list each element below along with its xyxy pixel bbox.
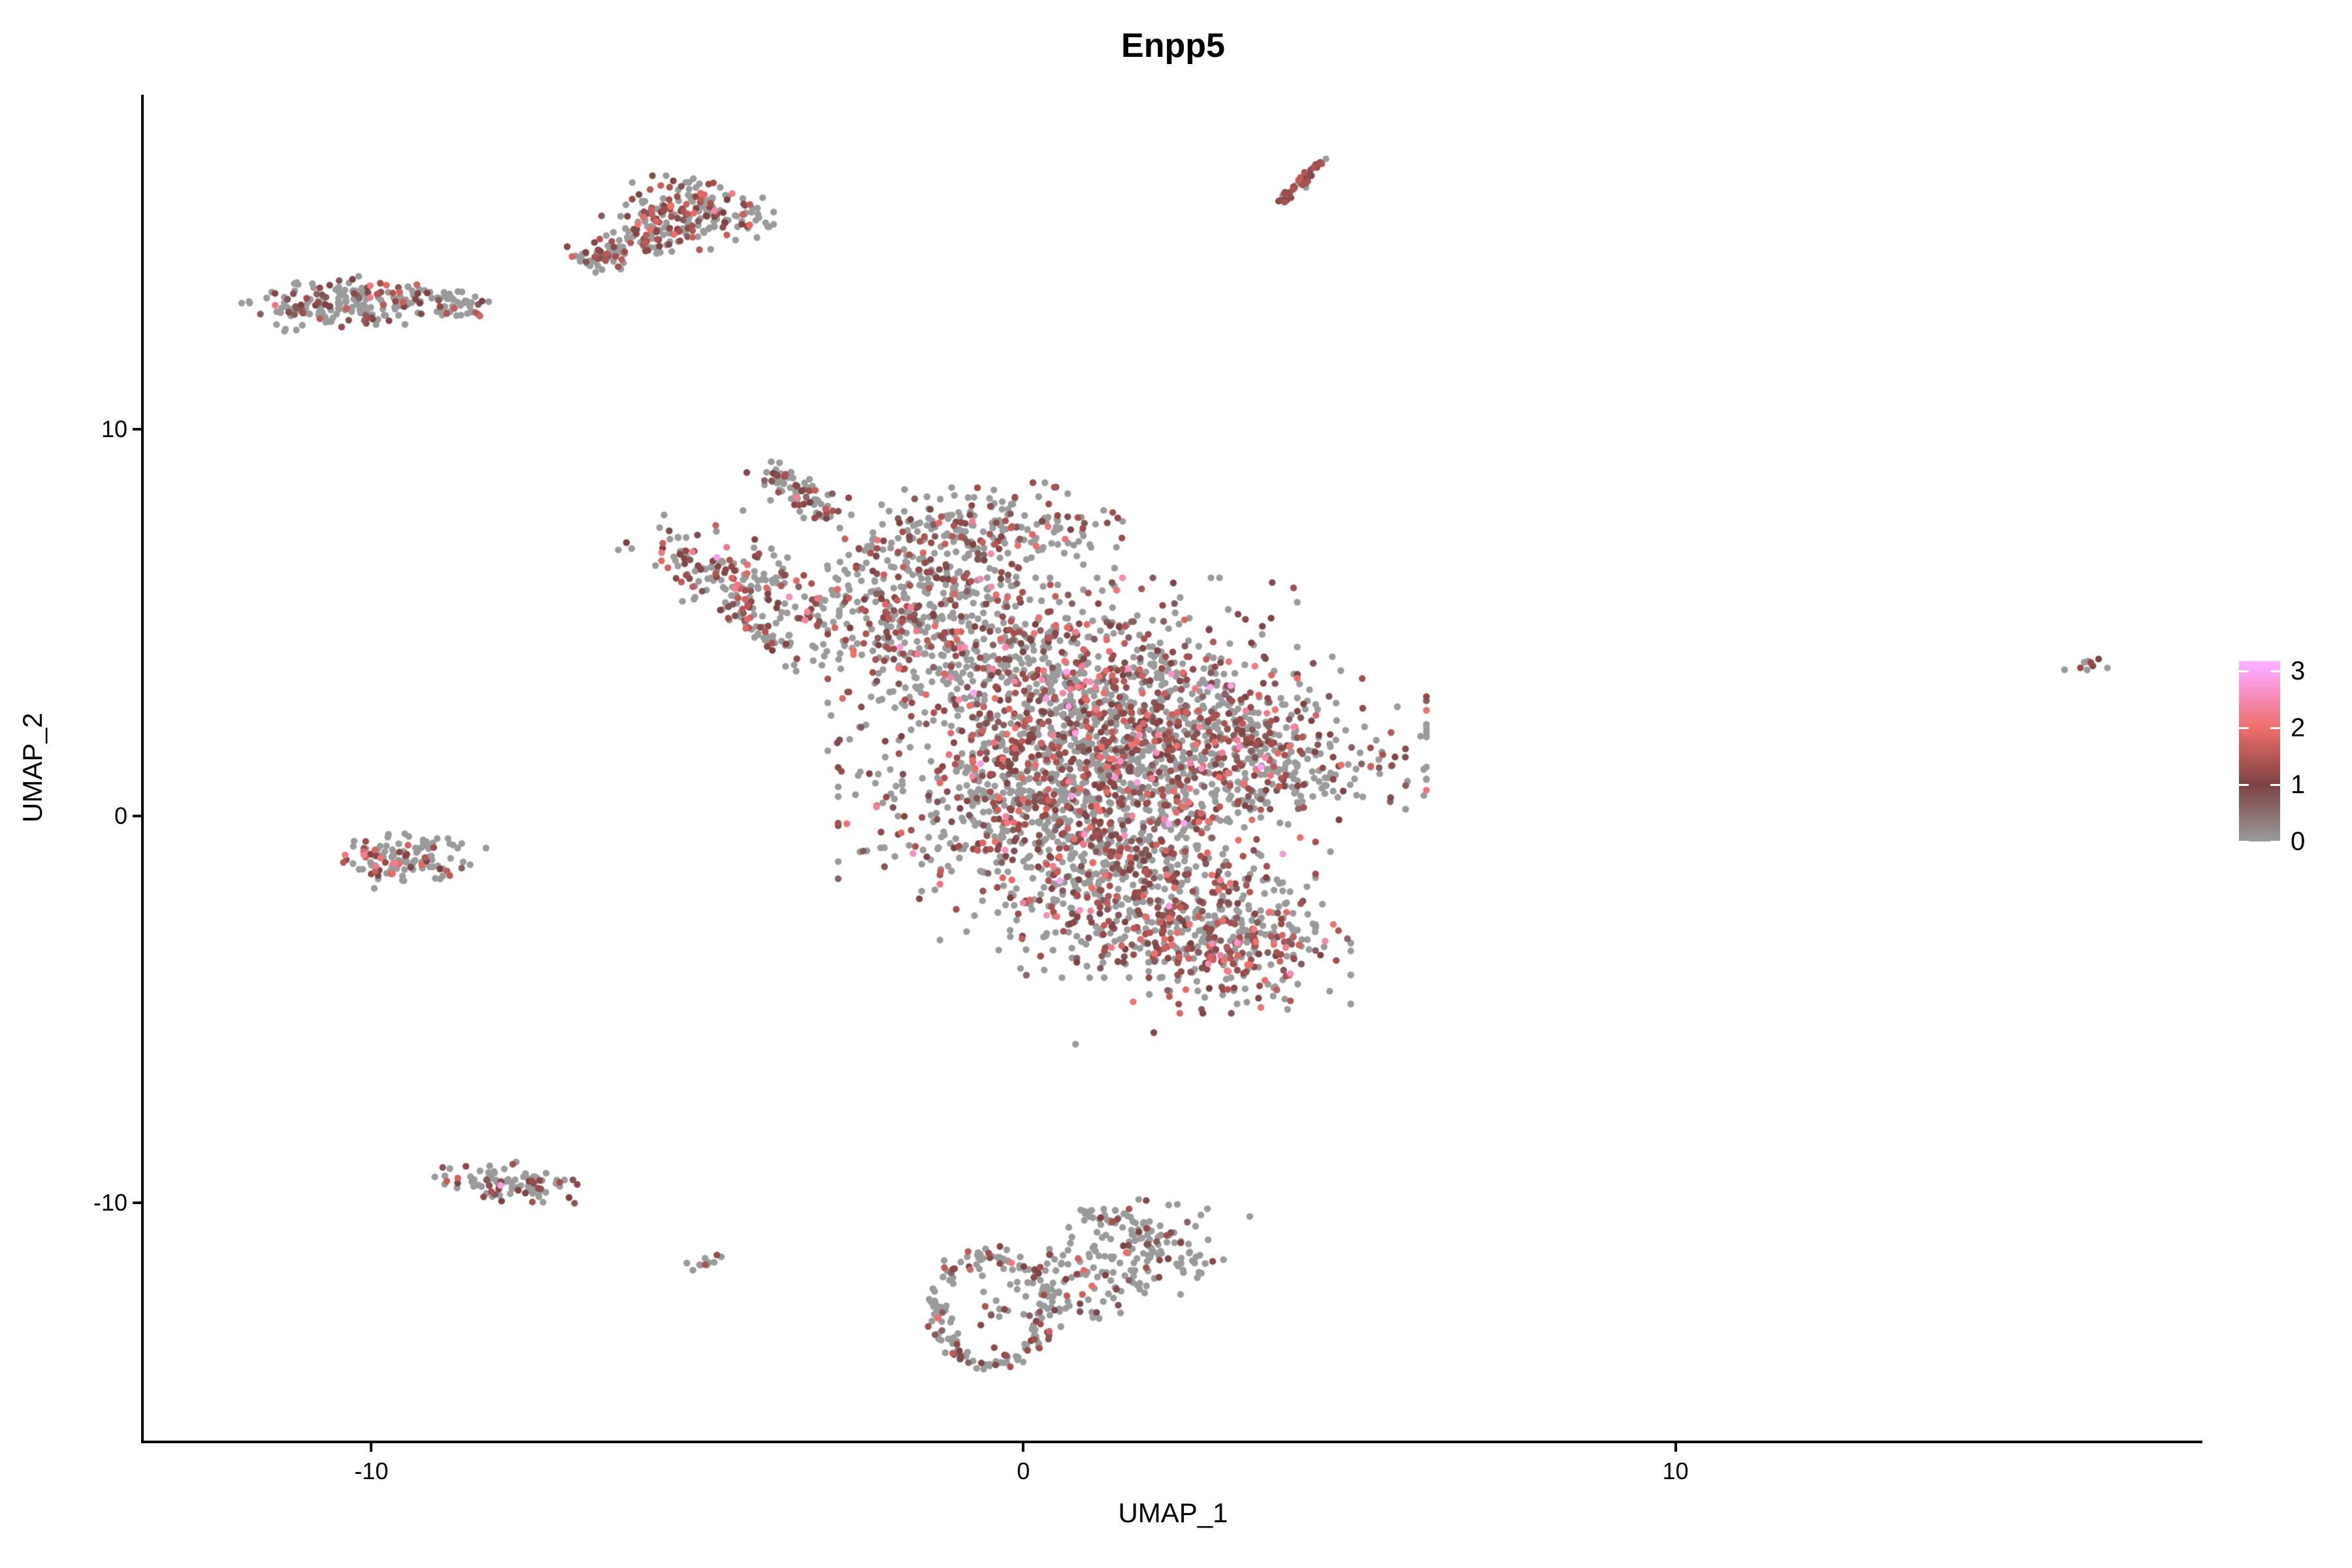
legend-colorbar-gradient xyxy=(2239,661,2280,841)
y-tick-label: -10 xyxy=(93,1188,127,1216)
y-axis-label: UMAP_2 xyxy=(17,712,48,823)
x-axis-label: UMAP_1 xyxy=(1118,1497,1228,1528)
legend-tick-label: 0 xyxy=(2291,827,2306,856)
legend-tick-notch xyxy=(2270,783,2280,786)
y-tick-mark xyxy=(133,814,141,817)
x-tick-label: -10 xyxy=(354,1458,389,1484)
x-tick-label: 0 xyxy=(1017,1458,1030,1484)
legend-tick-label: 3 xyxy=(2291,656,2306,685)
x-tick-mark xyxy=(370,1443,373,1452)
legend-tick-label: 1 xyxy=(2291,770,2306,799)
y-tick-label: 0 xyxy=(114,802,127,829)
x-tick-mark xyxy=(1674,1443,1677,1452)
y-tick-label: 10 xyxy=(101,416,127,443)
legend-tick-notch xyxy=(2239,670,2249,672)
legend-tick-notch xyxy=(2239,783,2249,786)
legend-tick-notch xyxy=(2239,841,2249,843)
y-tick-mark xyxy=(133,1201,141,1204)
umap-points-canvas xyxy=(144,95,2202,1441)
x-tick-mark xyxy=(1022,1443,1025,1452)
plot-title: Enpp5 xyxy=(1121,27,1225,65)
legend-tick-notch xyxy=(2270,727,2280,729)
legend-tick-notch xyxy=(2270,670,2280,672)
legend-tick-notch xyxy=(2239,727,2249,729)
legend-tick-label: 2 xyxy=(2291,713,2306,742)
legend-tick-notch xyxy=(2270,841,2280,843)
x-tick-label: 10 xyxy=(1662,1458,1689,1484)
y-tick-mark xyxy=(133,428,141,431)
plot-panel xyxy=(141,95,2202,1443)
